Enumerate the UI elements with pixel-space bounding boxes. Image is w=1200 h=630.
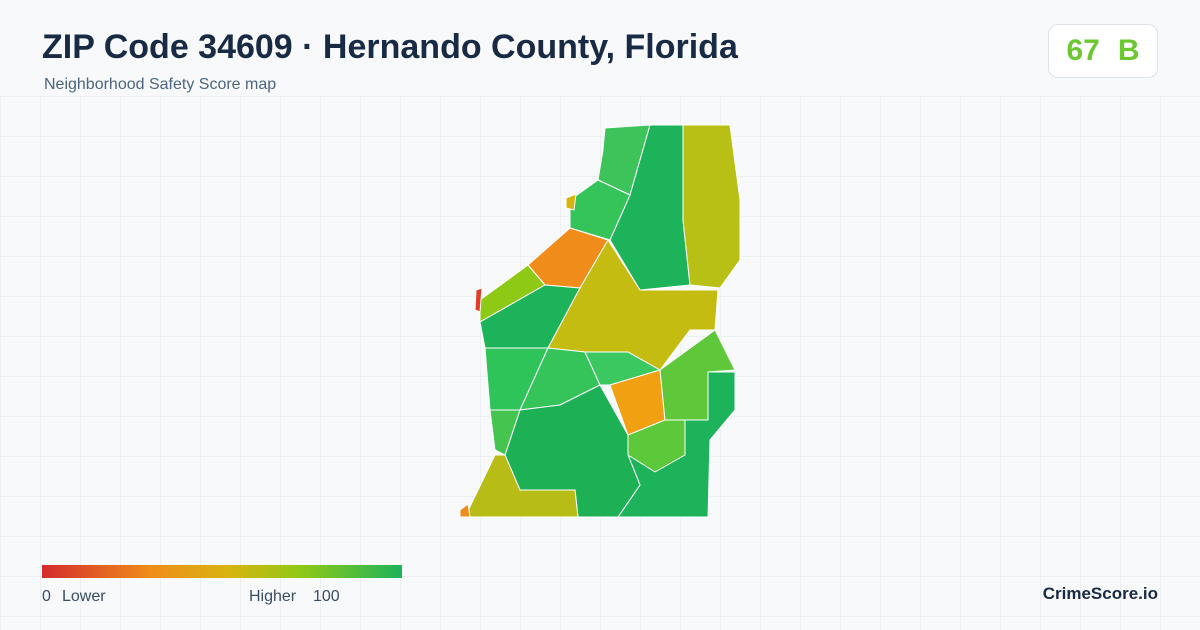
legend-min-label: Lower bbox=[62, 588, 106, 605]
zip-regions bbox=[459, 124, 741, 518]
title: ZIP Code 34609 · Hernando County, Florid… bbox=[42, 28, 738, 66]
score-badge: 67 B bbox=[1048, 24, 1158, 78]
legend-max: 100 bbox=[313, 588, 340, 605]
legend-max-label: Higher bbox=[249, 588, 297, 605]
legend-gradient bbox=[42, 565, 402, 578]
subtitle: Neighborhood Safety Score map bbox=[44, 76, 277, 93]
score-grade: B bbox=[1117, 34, 1140, 67]
score-value: 67 bbox=[1066, 34, 1100, 67]
legend-min: 0 bbox=[42, 588, 51, 605]
brand: CrimeScore.io bbox=[1042, 584, 1158, 603]
